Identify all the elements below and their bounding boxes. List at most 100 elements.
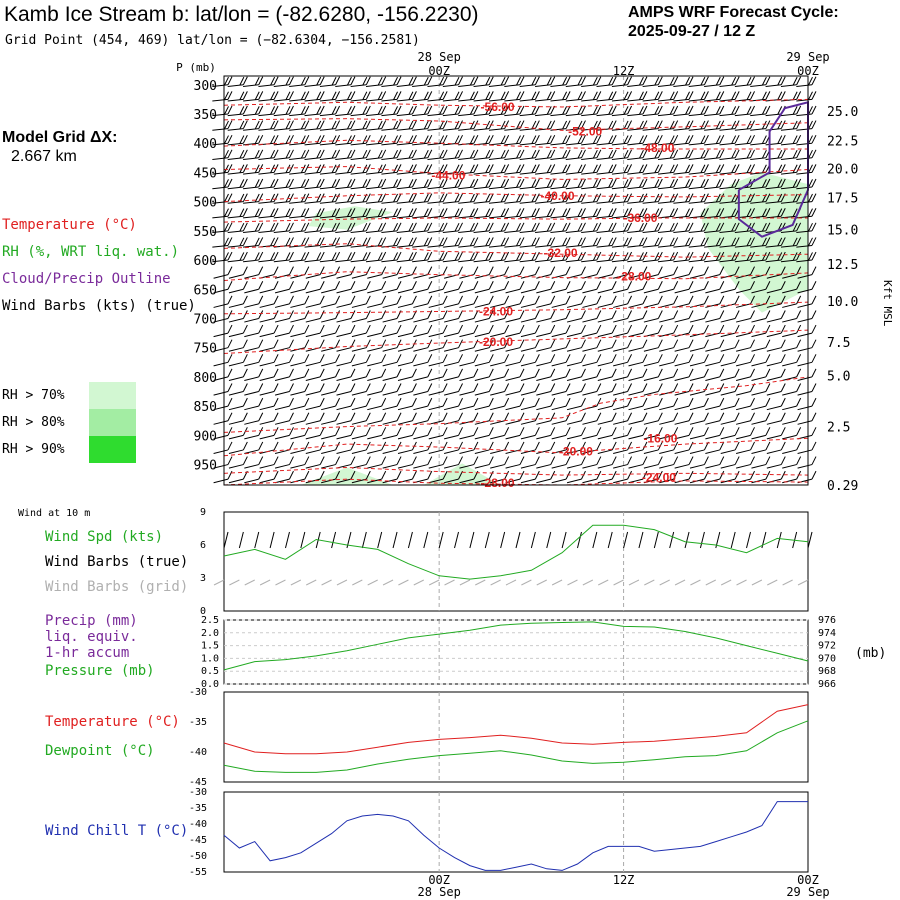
grid-point-subtitle: Grid Point (454, 469) lat/lon = (−82.630… [5, 33, 420, 48]
pressure-tick: 970 [818, 653, 836, 664]
wind-barb [427, 76, 448, 87]
grid-wind-barb [505, 579, 517, 586]
wind-barb [704, 105, 725, 117]
wind-barb [782, 354, 802, 367]
wind-barb [689, 427, 709, 440]
wind-barb [627, 76, 648, 87]
wind-barb [458, 76, 479, 87]
legend-cloud-outline: Cloud/Precip Outline [2, 271, 171, 287]
wind-barb [413, 295, 433, 308]
wind-barb [459, 354, 479, 367]
wind-barb [244, 295, 264, 308]
surface-wind-barb [592, 531, 598, 549]
wind-barb [582, 397, 602, 411]
legend-pressure: Pressure (mb) [45, 663, 155, 679]
wind-barb [705, 368, 725, 381]
wind-barb [689, 281, 709, 294]
wind-barb [613, 470, 633, 484]
wind-barb [796, 91, 817, 102]
wind-barb [490, 310, 510, 323]
wind-barb [258, 251, 279, 263]
wind-barb [244, 266, 264, 279]
wind-barb [382, 397, 402, 411]
wind-barb [396, 105, 417, 117]
wind-barb [412, 208, 433, 219]
grid-wind-barb [536, 579, 547, 586]
wind-barb [243, 76, 264, 87]
wind-barb [565, 208, 586, 219]
wind-barb [688, 178, 709, 190]
wind-barb [443, 339, 463, 352]
wind-barb [321, 383, 341, 396]
wind-barb [474, 281, 494, 294]
wind-barb [657, 164, 679, 175]
wind-barb [659, 324, 679, 338]
wind-barb [212, 76, 233, 87]
wind-barb [519, 193, 540, 204]
wind-barb [367, 324, 387, 338]
rh-70-swatch [89, 382, 136, 409]
wind-chill-tick: -30 [189, 787, 207, 798]
wind-barb [244, 368, 264, 381]
wind-barb [488, 91, 510, 102]
wind-barb [304, 120, 325, 131]
wind-barb [782, 427, 802, 440]
wind-barb [213, 441, 233, 454]
wind-barb [766, 354, 786, 367]
legend-precip-liq: liq. equiv. [45, 629, 138, 645]
wind-barb [365, 91, 387, 102]
wind-barb [597, 397, 617, 411]
pressure-tick-label: 550 [194, 225, 217, 240]
temperature-panel-frame [223, 691, 809, 783]
wind-barb [782, 383, 802, 396]
wind-barb [613, 354, 633, 367]
wind-barb [335, 164, 356, 175]
wind-barb [258, 164, 279, 175]
wind-barb [797, 383, 817, 396]
wind-barb [642, 178, 663, 190]
wind-barb [673, 222, 694, 234]
wind-speed-tick: 0 [200, 606, 206, 617]
temperature-contour [223, 301, 809, 315]
wind-barb [244, 339, 264, 352]
wind-barb [274, 281, 294, 294]
wind-barb [734, 105, 755, 117]
wind-barb [735, 295, 755, 308]
wind-barb [305, 281, 325, 294]
wind-barb [212, 251, 233, 263]
wind-barb [689, 354, 709, 367]
wind-barb [304, 222, 325, 234]
pressure-tick-label: 350 [194, 108, 217, 123]
wind-barb [673, 76, 694, 87]
pressure-tick-label: 600 [194, 254, 217, 269]
wind-barb [735, 281, 755, 294]
wind-barb [459, 339, 479, 352]
wind-barb [519, 91, 540, 102]
wind-barb [519, 222, 540, 234]
wind-barb [505, 470, 525, 484]
wind-barb [674, 427, 694, 440]
wind-chill-tick: -40 [189, 819, 207, 830]
wind-barb [705, 295, 725, 308]
wind-barb [782, 310, 802, 323]
wind-barb [551, 383, 571, 396]
wind-barb [627, 91, 648, 102]
wind-barb [336, 310, 356, 323]
wind-barb [766, 295, 786, 308]
wind-barb [305, 368, 325, 381]
wind-barb [536, 281, 556, 294]
wind-barb [319, 208, 341, 219]
wind-barb [536, 339, 556, 352]
height-tick-label: 2.5 [827, 421, 850, 436]
wind-barb [597, 441, 617, 454]
wind-barb [289, 91, 310, 102]
wind-barb [628, 295, 648, 308]
wind-barb [350, 105, 371, 117]
wind-barb [505, 441, 525, 454]
wind-barb [304, 237, 325, 248]
wind-barb [213, 266, 233, 279]
wind-barb [259, 470, 279, 484]
wind-barb [227, 134, 248, 146]
height-tick-label: 20.0 [827, 162, 858, 177]
wind-barb [673, 193, 694, 204]
